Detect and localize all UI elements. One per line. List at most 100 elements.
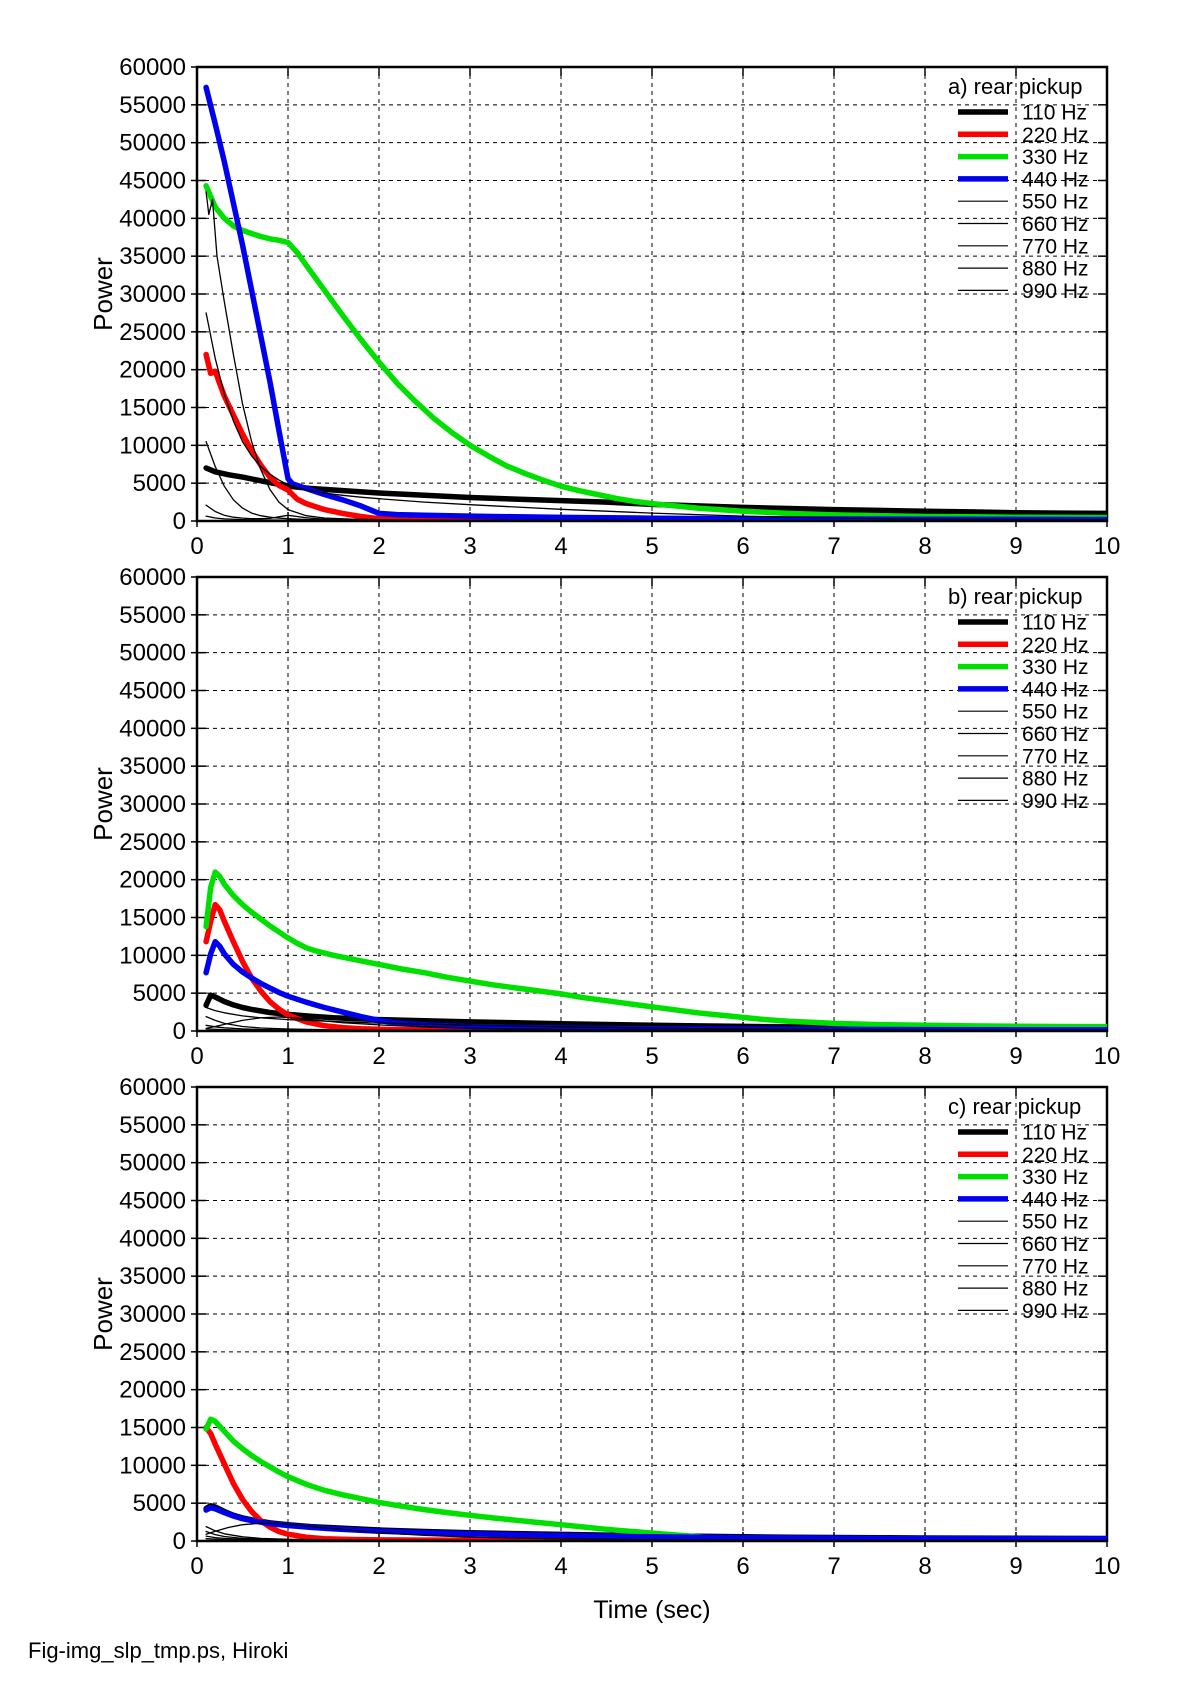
chart-panel-a: 0 1 2 3 4 5 6 7 8 9 10 0 5000 10000 15000 20000 25000 300… bbox=[88, 54, 1120, 560]
y-tick-label: 15000 bbox=[119, 395, 186, 422]
y-tick-label: 0 bbox=[173, 508, 186, 535]
x-tick-label: 0 bbox=[190, 1553, 203, 1580]
y-tick-label: 0 bbox=[173, 1018, 186, 1045]
legend-label: 660 Hz bbox=[1022, 213, 1089, 236]
x-tick-label: 9 bbox=[1009, 1553, 1022, 1580]
y-tick-label: 55000 bbox=[119, 602, 186, 629]
y-axis-title: Power bbox=[88, 257, 118, 331]
x-tick-label: 6 bbox=[736, 1553, 749, 1580]
legend-label: 990 Hz bbox=[1022, 1300, 1089, 1323]
x-axis-title: Time (sec) bbox=[593, 1596, 711, 1624]
series-line-330-hz bbox=[203, 869, 1107, 1030]
x-tick-label: 6 bbox=[736, 1043, 749, 1070]
y-tick-label: 20000 bbox=[119, 867, 186, 894]
y-tick-label: 0 bbox=[173, 1528, 186, 1555]
series-line-770-hz bbox=[205, 440, 1107, 521]
legend-label: 220 Hz bbox=[1022, 124, 1089, 147]
series-line-550-hz bbox=[205, 312, 1107, 521]
x-tick-label: 10 bbox=[1094, 1043, 1121, 1070]
series-line-330-hz bbox=[203, 1416, 1107, 1541]
legend-label: 550 Hz bbox=[1022, 191, 1089, 214]
series-line-440-hz bbox=[203, 84, 1107, 521]
series-line-440-hz bbox=[203, 1504, 1107, 1541]
x-tick-label: 6 bbox=[736, 533, 749, 560]
y-tick-label: 20000 bbox=[119, 357, 186, 384]
legend-label: 880 Hz bbox=[1022, 1278, 1089, 1301]
x-tick-label: 8 bbox=[918, 533, 931, 560]
y-tick-label: 30000 bbox=[119, 791, 186, 818]
y-tick-label: 5000 bbox=[133, 980, 186, 1007]
y-tick-label: 25000 bbox=[119, 829, 186, 856]
series-line-220-hz bbox=[203, 1424, 1107, 1541]
x-tick-label: 5 bbox=[645, 533, 658, 560]
y-tick-label: 10000 bbox=[119, 432, 186, 459]
legend-label: 880 Hz bbox=[1022, 768, 1089, 791]
legend-title: b) rear pickup bbox=[948, 584, 1083, 609]
legend-title: c) rear pickup bbox=[948, 1094, 1081, 1119]
legend-label: 330 Hz bbox=[1022, 656, 1089, 679]
x-tick-label: 7 bbox=[827, 533, 840, 560]
y-tick-label: 25000 bbox=[119, 1339, 186, 1366]
x-tick-label: 2 bbox=[372, 1043, 385, 1070]
x-tick-label: 4 bbox=[554, 533, 567, 560]
y-tick-label: 10000 bbox=[119, 1452, 186, 1479]
x-tick-label: 2 bbox=[372, 1553, 385, 1580]
chart-panel-c: 0 1 2 3 4 5 6 7 8 9 10 0 5000 10000 15000 20000 25000 300… bbox=[88, 1074, 1120, 1580]
x-tick-label: 5 bbox=[645, 1553, 658, 1580]
y-tick-label: 35000 bbox=[119, 243, 186, 270]
legend-label: 440 Hz bbox=[1022, 168, 1089, 191]
series-line-990-hz bbox=[205, 1538, 1107, 1541]
x-tick-label: 9 bbox=[1009, 533, 1022, 560]
y-tick-label: 30000 bbox=[119, 281, 186, 308]
legend-label: 440 Hz bbox=[1022, 1188, 1089, 1211]
legend-label: 110 Hz bbox=[1022, 102, 1087, 125]
y-tick-label: 50000 bbox=[119, 1150, 186, 1177]
x-tick-label: 5 bbox=[645, 1043, 658, 1070]
legend-label: 110 Hz bbox=[1022, 612, 1087, 635]
y-tick-label: 45000 bbox=[119, 168, 186, 195]
x-tick-label: 3 bbox=[463, 533, 476, 560]
series-line-990-hz bbox=[205, 1028, 1107, 1031]
legend-label: 990 Hz bbox=[1022, 280, 1089, 303]
y-tick-label: 20000 bbox=[119, 1377, 186, 1404]
legend-label: 990 Hz bbox=[1022, 790, 1089, 813]
y-tick-label: 15000 bbox=[119, 905, 186, 932]
y-axis-title: Power bbox=[88, 767, 118, 841]
y-tick-label: 45000 bbox=[119, 678, 186, 705]
series-line-660-hz bbox=[205, 191, 1107, 521]
legend-label: 440 Hz bbox=[1022, 678, 1089, 701]
x-tick-label: 0 bbox=[190, 533, 203, 560]
y-tick-label: 5000 bbox=[133, 1490, 186, 1517]
legend-label: 220 Hz bbox=[1022, 1144, 1089, 1167]
series-line-550-hz bbox=[205, 1006, 1107, 1031]
series-line-990-hz bbox=[205, 515, 1107, 521]
legend-title: a) rear pickup bbox=[948, 74, 1083, 99]
y-tick-label: 40000 bbox=[119, 205, 186, 232]
x-tick-label: 3 bbox=[463, 1553, 476, 1580]
x-tick-label: 1 bbox=[281, 533, 294, 560]
y-tick-label: 40000 bbox=[119, 1225, 186, 1252]
y-tick-label: 5000 bbox=[133, 470, 186, 497]
y-tick-label: 15000 bbox=[119, 1415, 186, 1442]
series-line-550-hz bbox=[205, 1522, 1107, 1541]
legend-label: 660 Hz bbox=[1022, 1233, 1089, 1256]
y-tick-label: 60000 bbox=[119, 1074, 186, 1101]
y-tick-label: 50000 bbox=[119, 130, 186, 157]
y-tick-label: 60000 bbox=[119, 564, 186, 591]
y-axis-title: Power bbox=[88, 1277, 118, 1351]
x-tick-label: 7 bbox=[827, 1553, 840, 1580]
x-tick-label: 4 bbox=[554, 1043, 567, 1070]
x-tick-label: 8 bbox=[918, 1553, 931, 1580]
legend-label: 550 Hz bbox=[1022, 701, 1089, 724]
y-tick-label: 30000 bbox=[119, 1301, 186, 1328]
x-tick-label: 8 bbox=[918, 1043, 931, 1070]
series-line-330-hz bbox=[203, 183, 1107, 521]
x-tick-label: 10 bbox=[1094, 533, 1121, 560]
legend-label: 660 Hz bbox=[1022, 723, 1089, 746]
legend-label: 330 Hz bbox=[1022, 1166, 1089, 1189]
x-tick-label: 3 bbox=[463, 1043, 476, 1070]
x-tick-label: 4 bbox=[554, 1553, 567, 1580]
legend-label: 330 Hz bbox=[1022, 146, 1089, 169]
